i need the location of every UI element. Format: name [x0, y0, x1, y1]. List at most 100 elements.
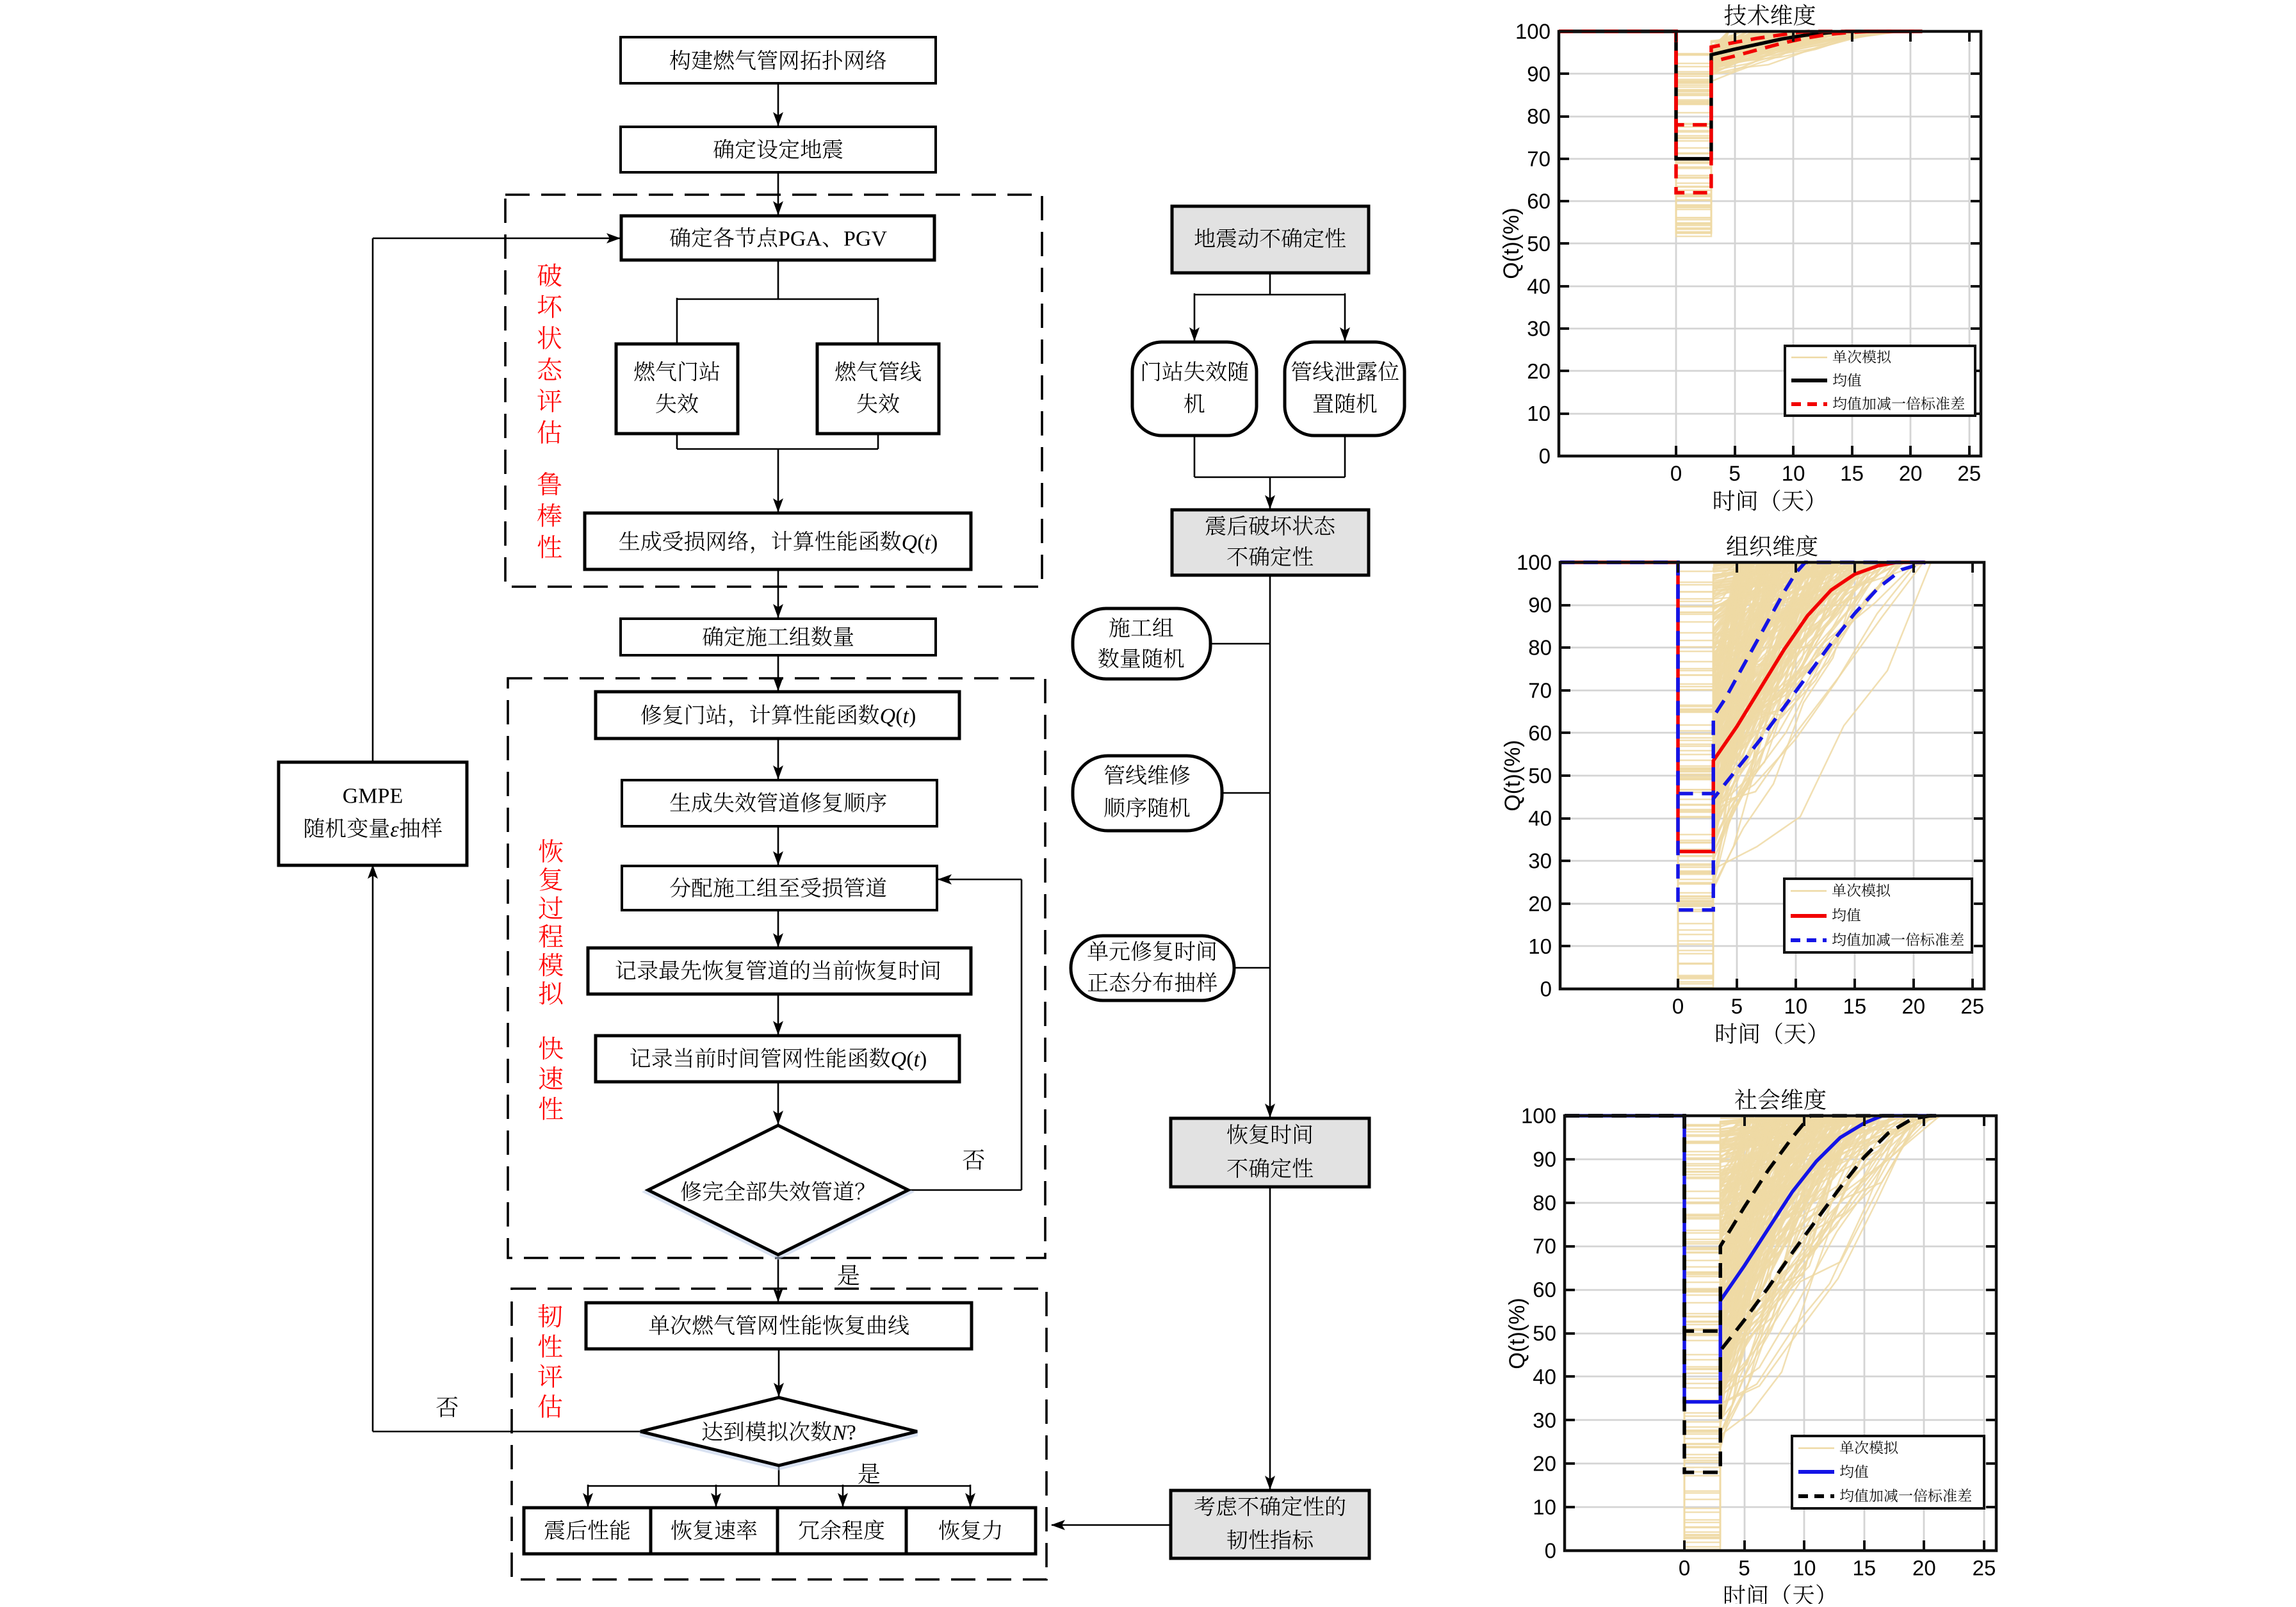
svg-text:单次燃气管网性能恢复曲线: 单次燃气管网性能恢复曲线: [648, 1315, 909, 1339]
svg-text:30: 30: [1527, 317, 1551, 341]
svg-text:40: 40: [1528, 806, 1552, 830]
svg-text:单次模拟: 单次模拟: [1832, 883, 1891, 899]
svg-text:分配施工组至受损管道: 分配施工组至受损管道: [669, 877, 887, 901]
svg-text:均值: 均值: [1832, 908, 1861, 924]
svg-text:性: 性: [538, 1095, 564, 1124]
svg-text:不确定性: 不确定性: [1226, 1158, 1314, 1182]
svg-text:确定施工组数量: 确定施工组数量: [702, 626, 854, 650]
svg-text:震后性能: 震后性能: [544, 1520, 631, 1544]
svg-text:0: 0: [1679, 1556, 1690, 1580]
svg-text:15: 15: [1840, 462, 1864, 485]
svg-text:10: 10: [1782, 462, 1805, 485]
svg-text:20: 20: [1528, 892, 1552, 915]
svg-text:20: 20: [1899, 462, 1923, 485]
svg-text:15: 15: [1843, 995, 1866, 1018]
svg-text:单元修复时间: 单元修复时间: [1087, 941, 1217, 965]
svg-text:速: 速: [538, 1065, 564, 1094]
svg-text:80: 80: [1533, 1191, 1556, 1214]
svg-text:0: 0: [1539, 445, 1551, 468]
svg-text:棒: 棒: [537, 502, 562, 531]
svg-text:0: 0: [1545, 1539, 1556, 1563]
svg-text:评: 评: [537, 387, 562, 416]
svg-text:Q(t)(%): Q(t)(%): [1499, 208, 1524, 279]
svg-text:20: 20: [1533, 1452, 1556, 1476]
svg-text:管线维修: 管线维修: [1103, 765, 1191, 788]
svg-text:生成失效管道修复顺序: 生成失效管道修复顺序: [669, 792, 887, 816]
svg-text:40: 40: [1527, 274, 1551, 298]
svg-text:正态分布抽样: 正态分布抽样: [1087, 972, 1217, 996]
svg-text:鲁: 鲁: [537, 471, 562, 500]
svg-text:韧: 韧: [537, 1303, 563, 1332]
svg-text:修复门站，计算性能函数Q(t): 修复门站，计算性能函数Q(t): [640, 705, 916, 728]
svg-text:否: 否: [436, 1395, 459, 1421]
svg-text:确定各节点PGA、PGV: 确定各节点PGA、PGV: [669, 227, 887, 251]
svg-text:单次模拟: 单次模拟: [1839, 1440, 1898, 1456]
svg-text:程: 程: [538, 923, 564, 952]
svg-text:均值加减一倍标准差: 均值加减一倍标准差: [1832, 932, 1964, 948]
svg-text:随机变量ε抽样: 随机变量ε抽样: [303, 817, 442, 842]
svg-text:地震动不确定性: 地震动不确定性: [1194, 228, 1346, 252]
svg-text:韧性指标: 韧性指标: [1226, 1530, 1314, 1553]
svg-text:震后破坏状态: 震后破坏状态: [1205, 516, 1335, 539]
svg-text:组织维度: 组织维度: [1726, 534, 1818, 560]
svg-text:社会维度: 社会维度: [1734, 1088, 1827, 1113]
svg-text:60: 60: [1533, 1278, 1556, 1301]
svg-text:5: 5: [1738, 1556, 1750, 1580]
svg-text:失效: 失效: [655, 393, 699, 417]
svg-text:均值加减一倍标准差: 均值加减一倍标准差: [1832, 396, 1965, 412]
svg-text:90: 90: [1528, 593, 1552, 617]
svg-text:均值: 均值: [1832, 373, 1862, 389]
svg-text:拟: 拟: [538, 980, 564, 1009]
svg-text:30: 30: [1528, 849, 1552, 873]
svg-text:燃气管线: 燃气管线: [835, 361, 922, 385]
svg-text:考虑不确定性的: 考虑不确定性的: [1194, 1496, 1346, 1520]
svg-text:10: 10: [1793, 1556, 1816, 1580]
svg-text:90: 90: [1533, 1147, 1556, 1171]
svg-text:冗余程度: 冗余程度: [798, 1520, 885, 1544]
svg-text:数量随机: 数量随机: [1098, 648, 1185, 672]
svg-text:25: 25: [1957, 462, 1981, 485]
svg-text:确定设定地震: 确定设定地震: [713, 139, 843, 163]
svg-text:快: 快: [538, 1035, 564, 1064]
svg-text:10: 10: [1527, 402, 1551, 425]
svg-text:坏: 坏: [537, 293, 562, 322]
svg-text:时间（天）: 时间（天）: [1714, 1022, 1830, 1047]
svg-text:GMPE: GMPE: [343, 785, 403, 808]
svg-text:20: 20: [1901, 995, 1925, 1018]
svg-text:态: 态: [537, 356, 562, 385]
svg-text:置随机: 置随机: [1312, 393, 1378, 417]
svg-text:25: 25: [1960, 995, 1984, 1018]
svg-text:Q(t)(%): Q(t)(%): [1501, 740, 1525, 811]
svg-text:60: 60: [1527, 190, 1551, 213]
svg-text:100: 100: [1521, 1104, 1556, 1128]
svg-text:70: 70: [1533, 1234, 1556, 1258]
svg-text:50: 50: [1533, 1321, 1556, 1345]
svg-text:管线泄露位: 管线泄露位: [1290, 361, 1399, 385]
svg-text:90: 90: [1527, 62, 1551, 86]
svg-text:70: 70: [1528, 678, 1552, 702]
svg-text:修完全部失效管道？: 修完全部失效管道？: [680, 1181, 876, 1205]
svg-text:机: 机: [1184, 393, 1205, 417]
svg-text:记录最先恢复管道的当前恢复时间: 记录最先恢复管道的当前恢复时间: [615, 960, 941, 984]
svg-text:性: 性: [537, 534, 562, 562]
svg-text:达到模拟次数N?: 达到模拟次数N?: [701, 1421, 856, 1445]
svg-text:50: 50: [1527, 232, 1551, 256]
svg-text:10: 10: [1528, 934, 1552, 958]
svg-text:10: 10: [1784, 995, 1808, 1018]
svg-text:100: 100: [1515, 20, 1551, 44]
svg-text:是: 是: [858, 1462, 881, 1487]
svg-text:70: 70: [1527, 147, 1551, 170]
svg-text:恢复速率: 恢复速率: [671, 1520, 758, 1544]
svg-text:过: 过: [538, 895, 564, 924]
svg-text:估: 估: [537, 419, 562, 448]
svg-text:恢复时间: 恢复时间: [1226, 1124, 1314, 1148]
svg-text:状: 状: [537, 325, 562, 354]
svg-text:Q(t)(%): Q(t)(%): [1505, 1298, 1529, 1369]
svg-text:施工组: 施工组: [1109, 617, 1174, 641]
svg-text:估: 估: [537, 1393, 563, 1422]
svg-text:生成受损网络，计算性能函数Q(t): 生成受损网络，计算性能函数Q(t): [619, 531, 938, 555]
svg-text:评: 评: [537, 1363, 563, 1392]
svg-text:20: 20: [1527, 359, 1551, 383]
svg-text:构建燃气管网拓扑网络: 构建燃气管网拓扑网络: [669, 50, 887, 74]
svg-text:20: 20: [1912, 1556, 1936, 1580]
